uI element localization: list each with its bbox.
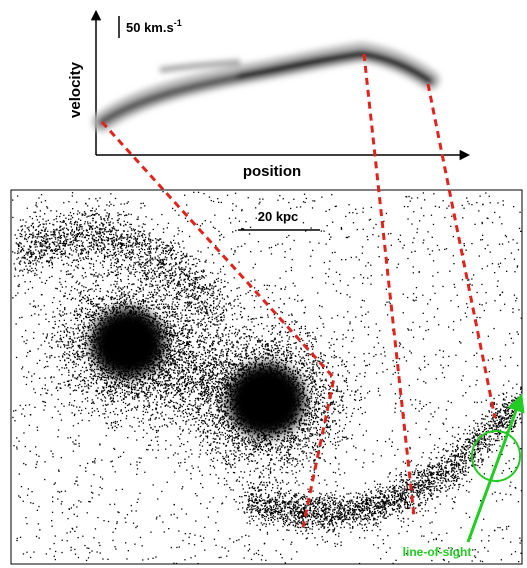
line-of-sight-label: line-of-sight <box>403 545 472 559</box>
simulation-frame <box>10 189 523 565</box>
scale-bar-label: 20 kpc <box>258 209 298 224</box>
position-velocity-plot: 50 km.s-1 velocity position <box>67 9 471 180</box>
line-of-sight-arrow <box>466 393 525 543</box>
projection-line-peak <box>362 53 416 517</box>
velocity-axis-label: velocity <box>67 61 84 118</box>
position-axis-label: position <box>243 163 301 180</box>
projection-line-tail <box>100 120 336 528</box>
line-of-sight-circle <box>471 430 521 482</box>
projection-line-end <box>426 83 497 419</box>
velocity-scale-label: 50 km.s-1 <box>126 18 182 35</box>
galaxy-core-right <box>228 364 304 436</box>
projection-lines <box>100 53 497 528</box>
pv-streak <box>92 41 440 132</box>
simulation-panel: 20 kpc <box>10 189 523 565</box>
line-of-sight-marker: line-of-sight <box>403 393 525 559</box>
galaxy-core-left <box>92 309 164 377</box>
